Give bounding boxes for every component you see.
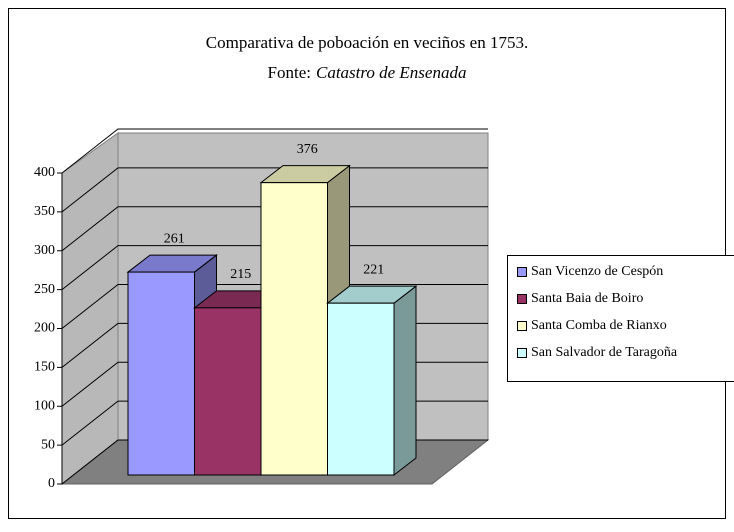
- value-label: 221: [363, 262, 384, 277]
- y-tick-label: 100: [34, 398, 55, 413]
- bar-side: [394, 286, 416, 475]
- y-tick-label: 250: [34, 282, 55, 297]
- chart-subtitle: Fonte: Catastro de Ensenada: [268, 63, 467, 82]
- y-tick-label: 0: [48, 476, 55, 491]
- legend-label: San Vicenzo de Cespón: [531, 264, 663, 279]
- y-tick-label: 150: [34, 360, 55, 375]
- legend-swatch: [518, 349, 527, 358]
- bar: [195, 308, 262, 475]
- legend-label: Santa Baia de Boiro: [531, 291, 643, 306]
- y-tick-label: 350: [34, 204, 55, 219]
- legend-label: San Salvador de Taragoña: [531, 345, 678, 360]
- chart-title: Comparativa de poboación en veciños en 1…: [206, 33, 528, 52]
- bar: [261, 183, 328, 475]
- legend: San Vicenzo de Cespón Santa Baia de Boiro…: [508, 256, 734, 382]
- legend-swatch: [518, 268, 527, 277]
- subtitle-source: Catastro de Ensenada: [316, 63, 466, 82]
- legend-label: Santa Comba de Rianxo: [531, 318, 667, 333]
- y-tick-label: 200: [34, 321, 55, 336]
- legend-swatch: [518, 322, 527, 331]
- y-tick-label: 300: [34, 243, 55, 258]
- y-tick-label: 400: [34, 165, 55, 180]
- subtitle-label: Fonte:: [268, 63, 311, 82]
- side-wall: [62, 133, 118, 484]
- value-label: 261: [164, 231, 185, 246]
- legend-swatch: [518, 295, 527, 304]
- y-tick-label: 50: [41, 437, 55, 452]
- value-label: 215: [230, 267, 251, 282]
- bar: [328, 303, 395, 475]
- value-label: 376: [297, 142, 318, 157]
- bar: [128, 272, 195, 475]
